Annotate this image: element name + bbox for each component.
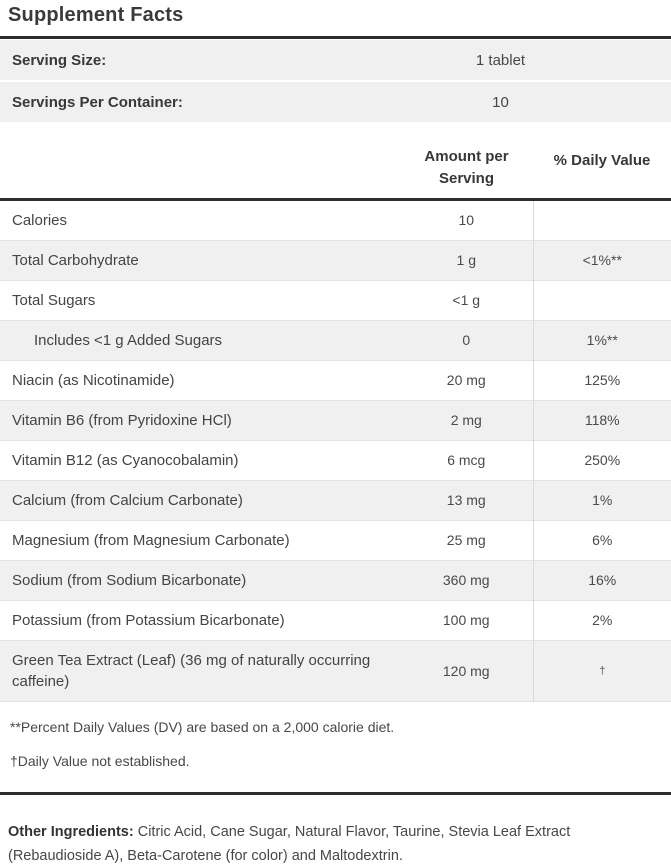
- nutrient-daily-value: 2%: [532, 600, 671, 641]
- nutrient-daily-value: 1%: [532, 480, 671, 521]
- nutrient-amount: 120 mg: [400, 640, 533, 702]
- nutrient-name: Total Carbohydrate: [0, 240, 400, 281]
- nutrient-daily-value: 1%**: [532, 320, 671, 361]
- footnotes: **Percent Daily Values (DV) are based on…: [0, 702, 671, 790]
- nutrient-amount: 13 mg: [400, 480, 533, 521]
- facts-row: Includes <1 g Added Sugars 0 1%**: [0, 320, 671, 361]
- nutrient-name: Calcium (from Calcium Carbonate): [0, 480, 400, 521]
- daily-value-header-label: % Daily Value: [553, 152, 651, 169]
- serving-size-row: Serving Size: 1 tablet: [0, 40, 671, 80]
- nutrient-amount: 25 mg: [400, 520, 533, 561]
- facts-row: Vitamin B12 (as Cyanocobalamin) 6 mcg 25…: [0, 440, 671, 481]
- nutrient-daily-value: [532, 199, 671, 241]
- facts-row: Vitamin B6 (from Pyridoxine HCl) 2 mg 11…: [0, 400, 671, 441]
- servings-per-container-row: Servings Per Container: 10: [0, 82, 671, 122]
- facts-header-daily-value: % Daily Value: [533, 124, 671, 201]
- nutrient-name: Potassium (from Potassium Bicarbonate): [0, 600, 400, 641]
- other-ingredients: Other Ingredients: Citric Acid, Cane Sug…: [8, 820, 663, 868]
- facts-rows: Calories 10 Total Carbohydrate 1 g <1%**…: [0, 199, 671, 702]
- page-title: Supplement Facts: [8, 4, 184, 26]
- footnote-daily-value-not-established: †Daily Value not established.: [10, 753, 190, 769]
- facts-row: Total Sugars <1 g: [0, 280, 671, 321]
- nutrient-amount: 20 mg: [400, 360, 533, 401]
- nutrient-daily-value: 16%: [532, 560, 671, 601]
- nutrient-name: Vitamin B12 (as Cyanocobalamin): [0, 440, 400, 481]
- serving-size-value: 1 tablet: [475, 51, 526, 69]
- nutrient-amount: 6 mcg: [400, 440, 533, 481]
- facts-row: Calories 10: [0, 199, 671, 241]
- title-divider: [0, 36, 671, 39]
- nutrient-name: Niacin (as Nicotinamide): [0, 360, 400, 401]
- amount-header-label: Amount per Serving: [424, 148, 509, 187]
- facts-header-amount: Amount per Serving: [400, 124, 533, 201]
- nutrient-daily-value: 6%: [532, 520, 671, 561]
- nutrient-daily-value: 125%: [532, 360, 671, 401]
- nutrient-amount: 10: [458, 212, 475, 228]
- facts-row: Potassium (from Potassium Bicarbonate) 1…: [0, 600, 671, 641]
- nutrient-name: Sodium (from Sodium Bicarbonate): [0, 560, 400, 601]
- other-ingredients-label: Other Ingredients:: [8, 824, 134, 840]
- facts-row: Total Carbohydrate 1 g <1%**: [0, 240, 671, 281]
- facts-table: Amount per Serving % Daily Value Calorie…: [0, 124, 671, 702]
- section-divider: [0, 792, 671, 795]
- nutrient-name: Green Tea Extract (Leaf) (36 mg of natur…: [0, 640, 400, 702]
- serving-size-label: Serving Size:: [12, 51, 107, 69]
- servings-per-container-value: 10: [492, 93, 509, 111]
- serving-info: Serving Size: 1 tablet Servings Per Cont…: [0, 40, 671, 122]
- nutrient-amount: 1 g: [400, 240, 533, 281]
- nutrient-amount: 2 mg: [400, 400, 533, 441]
- facts-row: Sodium (from Sodium Bicarbonate) 360 mg …: [0, 560, 671, 601]
- nutrient-daily-value: 118%: [532, 400, 671, 441]
- nutrient-name: Includes <1 g Added Sugars: [0, 320, 400, 361]
- nutrient-daily-value: 250%: [532, 440, 671, 481]
- nutrient-name: Magnesium (from Magnesium Carbonate): [0, 520, 400, 561]
- nutrient-amount: <1 g: [400, 280, 533, 321]
- nutrient-daily-value: †: [532, 640, 671, 702]
- nutrient-amount: 100 mg: [400, 600, 533, 641]
- facts-row: Calcium (from Calcium Carbonate) 13 mg 1…: [0, 480, 671, 521]
- nutrient-name: Calories: [12, 212, 68, 229]
- nutrient-name: Vitamin B6 (from Pyridoxine HCl): [0, 400, 400, 441]
- nutrient-name: Total Sugars: [0, 280, 400, 321]
- facts-row: Magnesium (from Magnesium Carbonate) 25 …: [0, 520, 671, 561]
- footnote-percent-daily-values: **Percent Daily Values (DV) are based on…: [10, 719, 395, 735]
- nutrient-amount: 0: [400, 320, 533, 361]
- nutrient-amount: 360 mg: [400, 560, 533, 601]
- facts-row: Niacin (as Nicotinamide) 20 mg 125%: [0, 360, 671, 401]
- nutrient-daily-value: [532, 280, 671, 321]
- facts-header-row: Amount per Serving % Daily Value: [0, 124, 671, 201]
- facts-row: Green Tea Extract (Leaf) (36 mg of natur…: [0, 640, 671, 702]
- facts-header-nutrient: [0, 124, 400, 201]
- nutrient-daily-value: <1%**: [532, 240, 671, 281]
- servings-per-container-label: Servings Per Container:: [12, 93, 183, 111]
